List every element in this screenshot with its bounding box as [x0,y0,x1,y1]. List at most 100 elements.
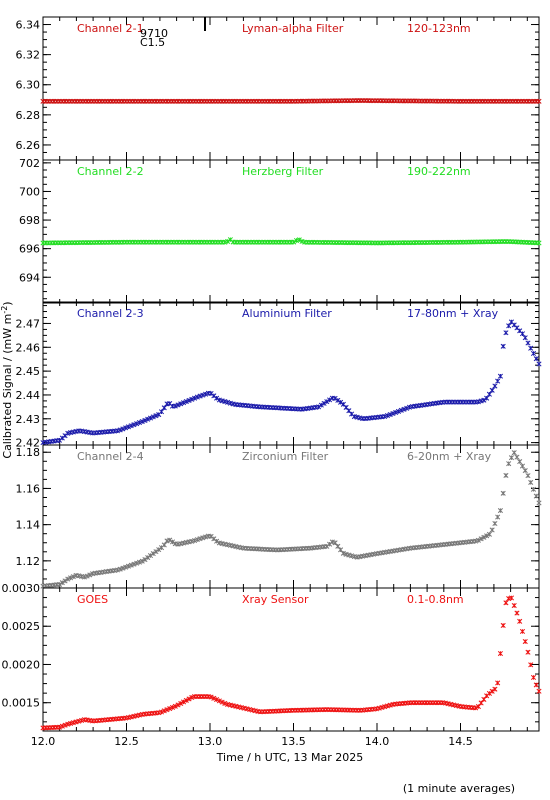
band-label-4: 6-20nm + Xray [407,450,492,463]
x-tick-label: 12.0 [31,735,56,748]
data-point [489,527,495,533]
data-point [62,722,68,728]
data-point [158,709,165,715]
panel-frame-4 [42,444,540,589]
data-point [150,414,156,420]
data-point [332,395,338,401]
data-point [525,473,531,479]
data-point [321,400,327,406]
data-point [338,547,344,553]
data-point [533,356,539,362]
y-tick-label-2: 694 [19,271,40,284]
data-point [484,395,490,401]
data-point [131,422,137,428]
data-point [393,409,399,416]
y-tick-label-4: 1.16 [16,482,41,495]
data-point [395,408,402,414]
data-point [530,486,537,492]
data-point [536,98,542,104]
data-point [65,576,71,582]
data-point [136,559,142,565]
x-tick-label: 12.5 [114,735,139,748]
data-point [183,697,189,703]
data-point [519,331,526,337]
data-point [296,237,302,243]
data-point [216,698,222,704]
data-point [164,707,170,713]
data-point [120,565,126,571]
filter-name-5: Xray Sensor [242,593,309,606]
data-point [489,387,495,393]
data-point [200,392,206,398]
series-points-2 [40,237,542,246]
data-point [175,402,181,408]
data-point [203,391,209,397]
data-point [514,610,520,616]
channel-name-5: GOES [77,593,108,606]
data-point [530,350,537,357]
data-point [522,638,528,645]
flare-class-label: C1.5 [140,36,165,49]
data-point [335,397,341,403]
data-point [117,566,123,572]
y-tick-label-4: 1.12 [16,555,41,568]
band-label-3: 17-80nm + Xray [407,307,499,320]
data-point [178,401,184,407]
filter-name-2: Herzberg Filter [242,165,324,178]
data-point [503,330,509,336]
data-point [158,409,165,415]
data-point [528,662,534,668]
data-point [125,563,131,569]
data-point [338,399,344,405]
data-point [495,680,501,686]
data-point [172,703,178,709]
data-point [153,549,159,555]
data-point [506,461,512,467]
panel-frame-3 [42,301,540,446]
data-point [511,602,517,609]
data-point [500,490,506,496]
band-label-2: 190-222nm [407,165,471,178]
data-point [68,575,74,581]
data-point [497,650,503,657]
data-point [519,628,526,634]
data-point [530,674,537,681]
data-point [211,695,217,701]
data-point [128,423,134,429]
series-points-1 [40,97,542,104]
data-point [316,404,322,410]
data-point [536,500,542,506]
data-point [183,399,189,405]
y-tick-label-5: 0.0020 [2,658,41,671]
data-point [475,537,481,543]
y-tick-label-3: 2.42 [16,437,41,450]
flare-id-label: 9710 [140,27,168,40]
y-tick-label-2: 702 [19,157,40,170]
channel-name-3: Channel 2-3 [77,307,144,320]
data-point [214,538,220,544]
data-point [84,573,90,579]
data-point [178,700,184,707]
data-point [131,561,137,567]
data-point [486,531,492,537]
data-point [481,534,487,540]
band-label-1: 120-123nm [407,22,471,35]
y-tick-label-3: 2.43 [16,413,41,426]
data-point [506,323,512,329]
data-point [180,699,187,705]
data-point [332,540,338,546]
data-point [153,413,159,419]
series-points-5 [40,595,542,731]
channel-name-2: Channel 2-2 [77,165,144,178]
data-point [497,508,503,514]
data-point [219,699,225,705]
data-point [517,618,523,624]
y-tick-label-1: 6.34 [16,19,41,32]
x-axis-title: Time / h UTC, 13 Mar 2025 [216,751,364,764]
y-axis-title: Calibrated Signal / (mW m-2) [0,301,14,458]
data-point [145,555,151,561]
filter-name-4: Zirconium Filter [242,450,329,463]
data-point [180,400,187,406]
data-point [495,378,501,384]
